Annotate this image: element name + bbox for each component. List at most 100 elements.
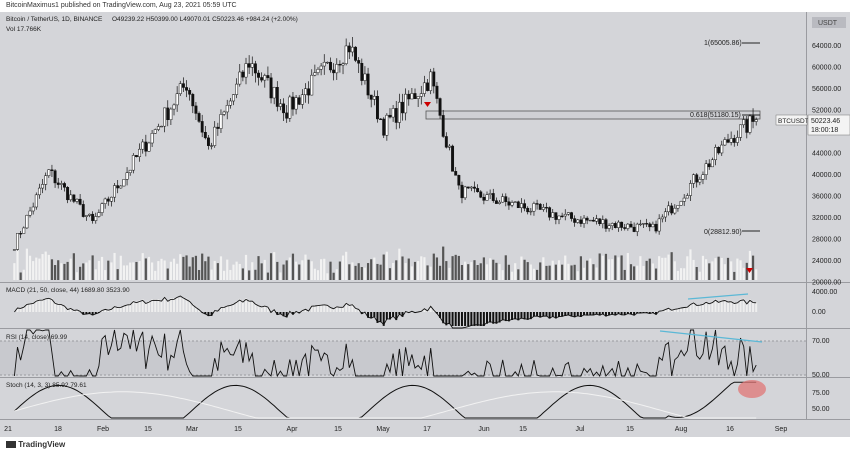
candle-body <box>673 207 677 214</box>
volume-bar <box>708 263 711 280</box>
chart-area[interactable]: 1(65005.86) 0.618(51180.15) 0(28812.90) … <box>0 12 850 437</box>
macd-bar <box>332 308 335 312</box>
candle-body <box>141 141 145 150</box>
volume-bar <box>745 262 748 280</box>
volume-bar <box>357 263 360 280</box>
candle-body <box>607 225 611 229</box>
candle-body <box>563 213 567 217</box>
candle-body <box>435 85 439 99</box>
macd-bar <box>232 303 235 312</box>
rsi-trendline[interactable] <box>659 330 763 343</box>
volume-bar <box>535 269 539 280</box>
macd-bar <box>398 312 401 315</box>
candle-body <box>591 219 595 222</box>
macd-bar <box>736 301 739 312</box>
volume-bar <box>44 251 47 280</box>
candle-body <box>147 142 151 152</box>
candle-body <box>754 119 758 122</box>
macd-bar <box>592 312 595 316</box>
macd-bar <box>611 312 614 315</box>
macd-bar <box>604 312 607 317</box>
macd-bar <box>382 312 385 326</box>
macd-pane[interactable] <box>0 283 806 328</box>
volume-bar <box>132 262 135 280</box>
macd-bar <box>110 309 113 312</box>
stoch-highlight[interactable] <box>738 380 766 398</box>
volume-bar <box>219 256 223 280</box>
macd-bar <box>570 312 573 317</box>
candle-body <box>451 145 455 172</box>
volume-bar <box>755 269 758 280</box>
time-axis[interactable] <box>0 420 850 437</box>
volume-bar <box>554 264 557 280</box>
macd-bar <box>504 312 507 322</box>
macd-bar <box>589 312 592 316</box>
macd-bar <box>348 304 351 312</box>
candle-body <box>488 193 492 195</box>
volume-bar <box>717 256 720 280</box>
macd-bar <box>620 312 623 316</box>
time-tick-4: Mar <box>186 426 199 433</box>
volume-bar <box>291 253 295 280</box>
macd-bar <box>467 312 470 326</box>
macd-bar <box>539 312 542 318</box>
volume-bar <box>492 259 495 280</box>
macd-bar <box>135 301 138 312</box>
candles[interactable] <box>12 37 758 251</box>
macd-bar <box>745 303 748 312</box>
volume-bar <box>398 248 401 280</box>
price-tick-3: 52000.00 <box>812 108 841 115</box>
candle-body <box>532 203 536 212</box>
candle-body <box>94 216 98 221</box>
macd-bar <box>385 312 388 320</box>
macd-bar <box>85 312 88 315</box>
price-tick-0: 64000.00 <box>812 43 841 50</box>
candle-body <box>657 218 661 232</box>
bar-countdown: 18:00:18 <box>811 127 838 134</box>
candle-body <box>667 205 670 213</box>
macd-bar <box>486 312 489 324</box>
volume-bar <box>204 261 207 280</box>
macd-bar <box>354 308 357 312</box>
candle-body <box>629 223 633 228</box>
macd-bar <box>514 312 517 320</box>
macd-bar <box>683 307 686 312</box>
macd-bar <box>435 312 438 314</box>
time-tick-7: 15 <box>334 426 342 433</box>
candle-body <box>585 217 589 221</box>
volume-bar <box>561 264 564 280</box>
macd-bar <box>576 312 579 317</box>
volume-bar <box>248 270 251 280</box>
candle-body <box>663 211 667 218</box>
stoch-pane[interactable] <box>0 378 806 420</box>
macd-bar <box>141 299 144 312</box>
volume-bar <box>692 259 695 280</box>
volume-bar <box>160 258 163 280</box>
volume-bar <box>266 272 270 280</box>
candle-body <box>291 96 295 110</box>
candle-body <box>642 223 645 225</box>
candle-body <box>344 45 348 64</box>
macd-bar <box>708 302 711 312</box>
volume-bar <box>435 257 439 280</box>
time-tick-16: Sep <box>775 426 788 433</box>
volume-bar <box>147 256 151 280</box>
volume-bar <box>714 258 717 280</box>
volume-bar <box>395 260 398 280</box>
price-axis[interactable] <box>806 12 850 420</box>
volume-bar <box>620 255 623 280</box>
candle-body <box>576 219 580 223</box>
price-pane[interactable] <box>0 12 806 282</box>
macd-bar <box>69 308 72 312</box>
candle-body <box>714 147 717 161</box>
volume-bar <box>207 256 210 280</box>
candle-body <box>194 105 198 114</box>
macd-trendline[interactable] <box>687 293 749 300</box>
candle-body <box>81 204 85 217</box>
macd-bar <box>32 302 35 312</box>
macd-bar <box>257 305 260 312</box>
volume-bar <box>125 265 129 280</box>
macd-bar <box>132 300 135 312</box>
candle-body <box>25 214 29 229</box>
candle-body <box>494 200 498 204</box>
